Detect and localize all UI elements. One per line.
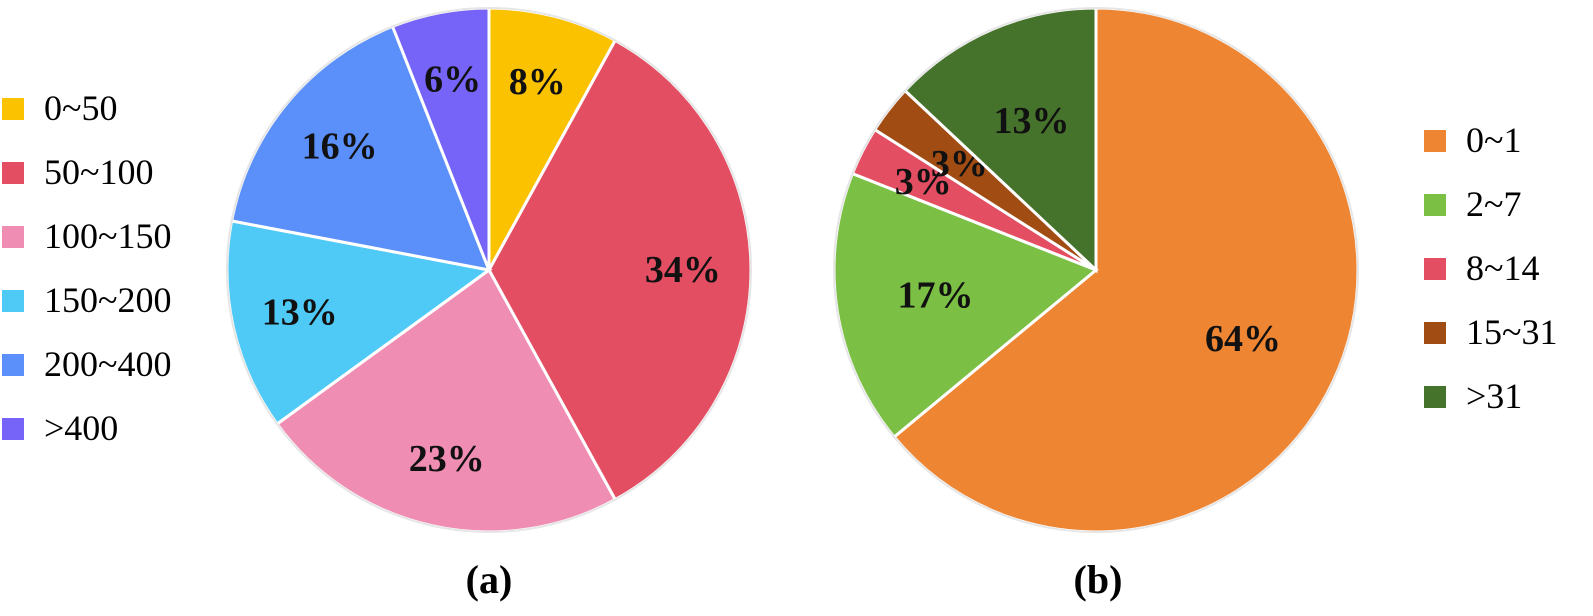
legend-label: 0~1 [1466, 120, 1522, 160]
legend-swatch [2, 290, 24, 312]
legend-swatch [2, 98, 24, 120]
legend-swatch [2, 354, 24, 376]
data-label-a-1: 34% [645, 249, 721, 291]
data-label-b-4: 13% [993, 100, 1069, 142]
panel-caption-a: (a) [465, 557, 513, 602]
legend-label: >31 [1466, 376, 1523, 416]
legend-label: 50~100 [44, 152, 154, 192]
data-label-a-2: 23% [409, 438, 485, 480]
pie-outline-b [833, 7, 1359, 533]
data-label-a-5: 6% [424, 59, 481, 101]
data-label-a-4: 16% [302, 125, 378, 167]
pie-outline-a [226, 7, 752, 533]
legend-label: 2~7 [1466, 184, 1522, 224]
data-label-a-3: 13% [262, 291, 338, 333]
legend-swatch [1424, 258, 1446, 280]
legend-swatch [1424, 130, 1446, 152]
legend-label: 0~50 [44, 88, 118, 128]
legend-label: >400 [44, 408, 119, 448]
legend-swatch [2, 226, 24, 248]
legend-swatch [2, 162, 24, 184]
data-label-b-1: 17% [898, 274, 974, 316]
data-label-a-0: 8% [509, 61, 566, 103]
legend-swatch [1424, 386, 1446, 408]
legend-b: 0~1 2~7 8~14 15~31 >31 [1424, 120, 1593, 440]
pie-chart-a: 8% 34% 23% 13% 16% 6% [225, 6, 753, 534]
legend-label: 15~31 [1466, 312, 1558, 352]
legend-label: 8~14 [1466, 248, 1540, 288]
legend-swatch [1424, 322, 1446, 344]
legend-label: 200~400 [44, 344, 172, 384]
legend-label: 150~200 [44, 280, 172, 320]
legend-a: 0~50 50~100 100~150 150~200 200~400 >400 [2, 88, 202, 468]
legend-swatch [2, 418, 24, 440]
pie-chart-b: 64%17%3%3%13% [832, 6, 1360, 534]
legend-swatch [1424, 194, 1446, 216]
data-label-b-0: 64% [1205, 318, 1281, 360]
panel-caption-b: (b) [1073, 557, 1123, 602]
legend-label: 100~150 [44, 216, 172, 256]
